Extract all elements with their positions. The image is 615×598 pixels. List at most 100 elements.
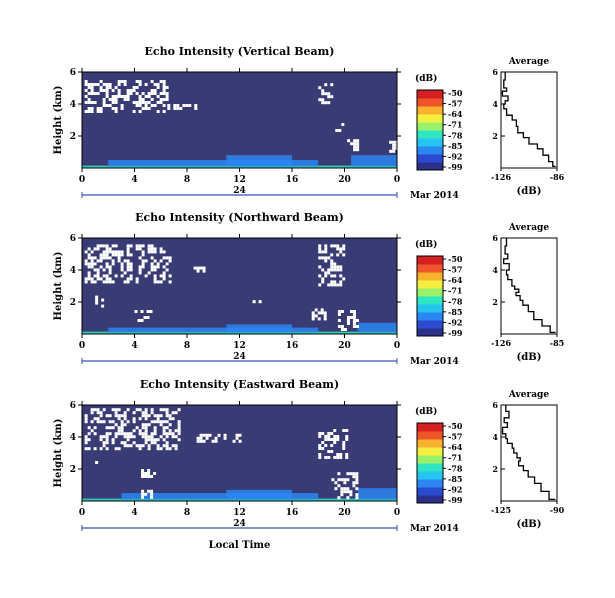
noise-cell <box>108 280 112 284</box>
noise-cell <box>138 104 142 107</box>
noise-cell <box>352 472 356 476</box>
noise-cell <box>353 148 357 152</box>
noise-cell <box>114 244 118 248</box>
noise-cell <box>99 438 103 442</box>
x-tick-label: 16 <box>286 175 299 185</box>
noise-cell <box>114 432 118 436</box>
noise-cell <box>102 244 106 248</box>
noise-cell <box>324 244 328 248</box>
noise-cell <box>153 472 157 475</box>
noise-cell <box>99 259 103 263</box>
colorbar-swatch <box>417 98 443 107</box>
noise-cell <box>84 277 88 281</box>
noise-cell <box>318 456 322 459</box>
noise-cell <box>138 101 142 104</box>
noise-cell <box>105 256 109 260</box>
noise-cell <box>95 295 99 299</box>
panel-title: Echo Intensity (Northward Beam) <box>135 211 344 224</box>
noise-cell <box>153 420 157 424</box>
noise-cell <box>93 417 97 421</box>
noise-cell <box>117 417 121 421</box>
x-tick-label: 0 <box>394 341 400 351</box>
noise-cell <box>150 435 154 439</box>
noise-cell <box>153 104 157 107</box>
noise-cell <box>105 432 109 436</box>
colorbar-tick-label: -71 <box>448 120 462 130</box>
noise-cell <box>346 319 350 322</box>
noise-cell <box>96 277 100 281</box>
noise-cell <box>144 429 148 433</box>
noise-cell <box>171 435 175 439</box>
noise-cell <box>117 95 121 98</box>
noise-cell <box>132 89 136 92</box>
noise-cell <box>156 110 160 113</box>
echo-layer <box>108 327 319 333</box>
x-tick-label: 4 <box>131 508 137 518</box>
noise-cell <box>141 423 145 427</box>
noise-cell <box>117 259 121 263</box>
noise-cell <box>336 456 340 459</box>
noise-cell <box>153 277 157 281</box>
noise-cell <box>108 256 112 260</box>
average-x-tick-label: -90 <box>550 505 565 515</box>
noise-cell <box>108 83 112 86</box>
noise-cell <box>202 269 206 273</box>
noise-cell <box>129 444 133 448</box>
noise-cell <box>111 250 115 254</box>
noise-cell <box>156 414 160 418</box>
noise-cell <box>120 274 124 278</box>
noise-cell <box>150 420 154 424</box>
noise-cell <box>150 92 154 95</box>
noise-cell <box>327 432 331 435</box>
noise-cell <box>208 433 212 437</box>
noise-cell <box>159 408 163 412</box>
noise-cell <box>342 277 346 281</box>
average-profile-line <box>503 238 556 334</box>
noise-cell <box>84 414 88 418</box>
noise-cell <box>214 439 218 443</box>
noise-cell <box>355 472 359 476</box>
noise-cell <box>111 262 115 266</box>
x-tick-label: 8 <box>184 175 190 185</box>
day-label: 24 <box>233 519 246 529</box>
noise-cell <box>343 478 347 482</box>
noise-cell <box>99 244 103 248</box>
noise-cell <box>87 256 91 260</box>
noise-cell <box>138 271 142 275</box>
noise-cell <box>165 414 169 418</box>
noise-cell <box>105 92 109 95</box>
noise-cell <box>162 429 166 433</box>
noise-cell <box>171 432 175 436</box>
noise-cell <box>337 478 341 482</box>
noise-cell <box>156 262 160 266</box>
noise-cell <box>346 472 350 476</box>
noise-cell <box>126 250 130 254</box>
noise-cell <box>173 107 177 110</box>
noise-cell <box>90 250 94 254</box>
noise-cell <box>105 438 109 442</box>
noise-cell <box>349 472 353 476</box>
colorbar-swatch <box>417 495 443 504</box>
noise-cell <box>117 256 121 260</box>
noise-cell <box>141 472 145 475</box>
noise-cell <box>126 420 130 424</box>
noise-cell <box>126 432 130 436</box>
noise-cell <box>347 139 351 143</box>
colorbar-tick-label: -64 <box>448 442 463 452</box>
noise-cell <box>95 301 99 305</box>
noise-cell <box>90 265 94 269</box>
noise-cell <box>126 444 130 448</box>
noise-cell <box>84 89 88 92</box>
noise-cell <box>174 447 178 451</box>
average-y-tick-label: 4 <box>492 432 498 442</box>
day-label: 24 <box>233 186 246 196</box>
noise-cell <box>87 274 91 278</box>
colorbar-tick-label: -57 <box>448 99 462 109</box>
noise-cell <box>108 414 112 418</box>
x-tick-label: 0 <box>79 175 85 185</box>
noise-cell <box>141 411 145 415</box>
echo-layer <box>82 165 397 168</box>
noise-cell <box>117 429 121 433</box>
noise-cell <box>156 280 160 284</box>
noise-cell <box>196 269 200 273</box>
